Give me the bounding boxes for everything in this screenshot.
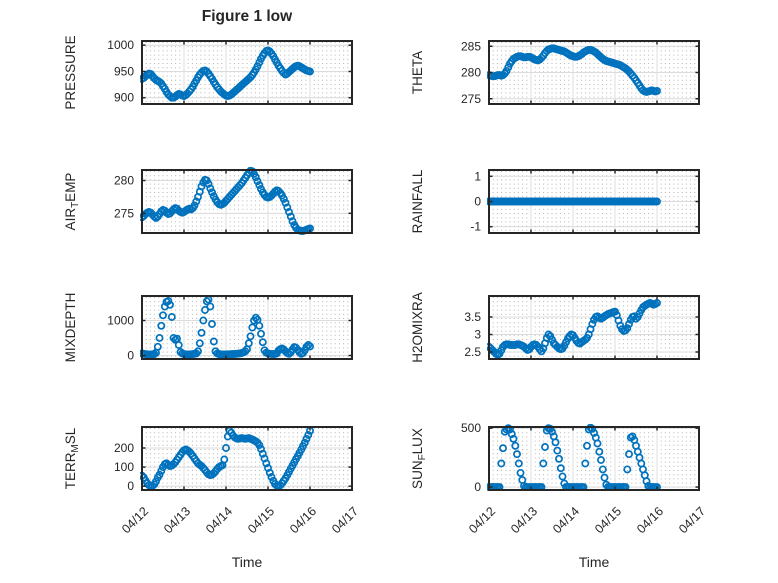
y-tick-label: 1 [474, 169, 481, 183]
y-tick-label: 2.5 [464, 345, 481, 359]
y-tick-label: 950 [114, 64, 134, 78]
scatter-series [140, 46, 314, 102]
y-tick-label: 0 [127, 479, 134, 493]
subplot-h2omixra: 2.5 3 3.5 H2OMIXRA [410, 292, 700, 363]
subplot-terr-msl: 0 100 200 TERRMSL 04/12 04/13 04/14 04/15 04/16 0… [63, 426, 361, 570]
subplot-mixdepth: 0 1000 MIXDEPTH [63, 293, 353, 363]
x-tick-label: 04/15 [245, 504, 277, 536]
plot-frame [488, 426, 700, 491]
x-tick-label: 04/13 [161, 504, 193, 536]
axis-ticks [141, 296, 353, 359]
y-tick-label: 0 [127, 349, 134, 363]
subplot-theta: 275 280 285 THETA [410, 39, 700, 106]
y-tick-label: 3.5 [464, 310, 481, 324]
y-tick-label: 3 [474, 328, 481, 342]
y-tick-label: 285 [461, 39, 481, 53]
x-tick-label: 04/17 [676, 504, 708, 536]
x-axis-label: Time [232, 554, 263, 570]
minor-grid [145, 171, 349, 232]
x-tick-label: 04/14 [203, 504, 235, 536]
axis-ticks [488, 170, 700, 233]
axis-ticks [141, 170, 353, 233]
x-axis-label: Time [579, 554, 610, 570]
subplot-pressure: 900 950 1000 PRESSURE [63, 35, 353, 110]
plot-frame [141, 40, 353, 105]
y-tick-label: 275 [461, 92, 481, 106]
axis-ticks [141, 41, 353, 104]
y-axis-label: H2OMIXRA [410, 292, 425, 363]
subplot-air-temp: 275 280 AIRTEMP [63, 167, 353, 235]
y-axis-label: THETA [410, 51, 425, 94]
x-tick-label: 04/17 [329, 504, 361, 536]
axis-ticks [141, 427, 353, 490]
scatter-series [140, 167, 314, 235]
x-tick-label: 04/16 [287, 504, 319, 536]
figure-title: Figure 1 low [201, 8, 293, 25]
y-tick-label: 100 [114, 460, 134, 474]
y-axis-label: AIRTEMP [63, 173, 81, 231]
y-axis-label: MIXDEPTH [63, 293, 78, 363]
y-axis-label: RAINFALL [410, 169, 425, 233]
y-tick-label: 500 [461, 421, 481, 435]
scatter-series [487, 299, 661, 359]
axis-ticks [488, 427, 700, 490]
subplot-sun-flux: 0 500 SUNFLUX 04/12 04/13 04/14 04/15 04/16 04/1… [410, 421, 708, 570]
x-tick-label: 04/15 [592, 504, 624, 536]
x-tick-label: 04/12 [119, 504, 151, 536]
x-tick-label: 04/16 [634, 504, 666, 536]
major-grid [489, 41, 699, 104]
y-axis-label: PRESSURE [63, 35, 78, 109]
minor-grid [492, 428, 696, 489]
x-tick-label: 04/13 [508, 504, 540, 536]
y-tick-label: -1 [470, 220, 481, 234]
x-tick-label: 04/12 [466, 504, 498, 536]
y-tick-label: 280 [114, 174, 134, 188]
y-tick-label: 200 [114, 441, 134, 455]
plot-frame [141, 295, 353, 360]
scatter-series [487, 197, 661, 206]
y-axis-label: TERRMSL [63, 427, 81, 489]
x-tick-label: 04/14 [550, 504, 582, 536]
y-tick-label: 1000 [107, 314, 134, 328]
y-tick-label: 0 [474, 195, 481, 209]
y-axis-label: SUNFLUX [410, 428, 428, 489]
scatter-series [140, 295, 314, 359]
y-tick-label: 900 [114, 91, 134, 105]
y-tick-label: 1000 [107, 38, 134, 52]
minor-grid [492, 171, 696, 232]
plot-frame [141, 426, 353, 491]
axis-ticks [488, 41, 700, 104]
scatter-series [487, 44, 661, 96]
plot-background [489, 427, 699, 490]
axis-ticks [488, 296, 700, 359]
subplot-rainfall: -1 0 1 RAINFALL [410, 169, 700, 234]
plot-frame [141, 169, 353, 234]
y-tick-label: 280 [461, 66, 481, 80]
y-tick-label: 275 [114, 206, 134, 220]
major-grid [142, 427, 352, 490]
scatter-series [140, 426, 314, 491]
plot-frame [488, 295, 700, 360]
y-tick-label: 0 [474, 480, 481, 494]
